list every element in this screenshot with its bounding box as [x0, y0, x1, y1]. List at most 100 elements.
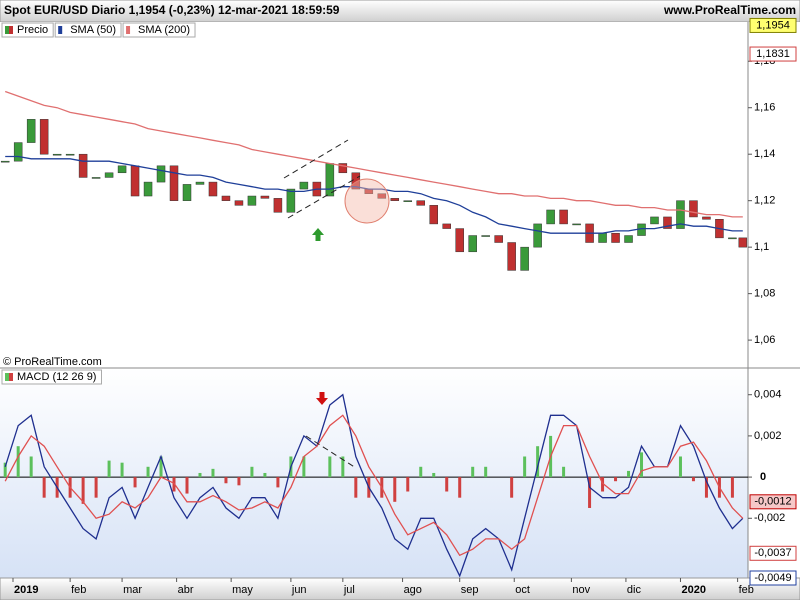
- histogram-bar: [159, 456, 163, 478]
- candle: [702, 216, 711, 220]
- x-tick-label: may: [232, 584, 253, 596]
- legend-label: SMA (50): [70, 24, 116, 36]
- candle: [325, 163, 335, 197]
- y-tick-label: -0,002: [754, 512, 785, 524]
- candle: [572, 223, 581, 226]
- price-pane: [0, 22, 748, 368]
- histogram-bar: [133, 477, 137, 488]
- candle: [520, 246, 529, 271]
- histogram-bar: [107, 460, 111, 478]
- legend-swatch: [5, 373, 9, 381]
- legend-entry: Precio: [1, 22, 54, 38]
- x-tick-label: abr: [178, 584, 194, 596]
- histogram-bar: [29, 456, 33, 478]
- histogram-bar: [94, 477, 98, 498]
- candle: [117, 165, 127, 174]
- value-box: [749, 17, 797, 33]
- trend-line: [287, 175, 361, 219]
- histogram-bar: [406, 477, 410, 492]
- candle: [169, 165, 179, 201]
- sell-arrow: [316, 392, 328, 405]
- x-tick-label: feb: [739, 584, 754, 596]
- legend-entry: MACD (12 26 9): [1, 369, 102, 385]
- candle: [104, 172, 114, 178]
- histogram-bar: [445, 477, 449, 492]
- x-tick-label: oct: [515, 584, 530, 596]
- legend-swatch: [9, 373, 13, 381]
- candle: [416, 200, 425, 206]
- legend-entry: SMA (50): [54, 22, 122, 38]
- candle: [481, 235, 490, 237]
- candle: [738, 237, 748, 248]
- candle: [52, 153, 62, 156]
- y-tick-label: 1,16: [754, 102, 775, 114]
- value-box-label: 1,1831: [756, 48, 790, 60]
- y-tick-label: 1,06: [754, 334, 775, 346]
- value-box: [749, 570, 797, 586]
- legend-label: SMA (200): [138, 24, 190, 36]
- sma-line: [5, 155, 743, 234]
- trend-line: [283, 139, 349, 179]
- histogram-bar: [302, 456, 306, 478]
- window-title: Spot EUR/USD Diario 1,1954 (-0,23%) 12-m…: [4, 3, 340, 17]
- candle: [221, 195, 231, 201]
- candle: [650, 216, 659, 225]
- candle: [559, 209, 568, 225]
- histogram-bar: [224, 477, 228, 484]
- value-box-label: 1,1954: [756, 19, 790, 31]
- histogram-bar: [120, 462, 124, 478]
- value-box-label: -0,0012: [754, 496, 791, 508]
- histogram-bar: [211, 468, 215, 478]
- histogram-bar: [16, 446, 20, 478]
- histogram-bar: [263, 472, 267, 478]
- x-tick-label: dic: [627, 584, 642, 596]
- histogram-bar: [419, 466, 423, 478]
- candle: [130, 165, 140, 197]
- x-tick-label: jun: [291, 584, 307, 596]
- site: www.ProRealTime.com: [663, 3, 796, 17]
- candle: [208, 181, 218, 197]
- candle: [286, 188, 296, 213]
- y-tick-label: 0: [760, 471, 766, 483]
- legend-box: [1, 22, 54, 38]
- histogram-bar: [678, 456, 682, 478]
- histogram-bar: [42, 477, 46, 498]
- candle: [0, 160, 10, 163]
- copyright: © ProRealTime.com: [3, 356, 102, 368]
- candle: [234, 200, 244, 206]
- candle: [663, 216, 672, 229]
- histogram-bar: [640, 452, 644, 478]
- histogram-bar: [510, 477, 514, 498]
- candle: [624, 235, 633, 243]
- candle: [182, 184, 192, 201]
- value-box: [749, 545, 797, 561]
- buy-arrow: [312, 228, 324, 241]
- histogram-bar: [588, 477, 592, 508]
- value-box-label: -0,0037: [754, 547, 791, 559]
- candle: [39, 119, 49, 155]
- y-tick-label: 1,12: [754, 195, 775, 207]
- candle: [260, 195, 270, 199]
- legend-label: MACD (12 26 9): [17, 371, 96, 383]
- histogram-bar: [237, 477, 241, 486]
- candle: [598, 232, 607, 243]
- candle: [299, 181, 309, 190]
- histogram-bar: [484, 466, 488, 478]
- value-axis-area: [748, 22, 800, 578]
- histogram-bar: [81, 477, 85, 504]
- macd-line: [4, 393, 744, 578]
- value-box: [749, 494, 797, 510]
- candle: [676, 200, 685, 229]
- value-box: [749, 46, 797, 62]
- x-tick-label: 2020: [681, 584, 705, 596]
- histogram-bar: [704, 477, 708, 498]
- histogram-bar: [614, 477, 618, 482]
- candle: [65, 153, 75, 156]
- candle: [377, 193, 387, 199]
- candle: [611, 232, 620, 243]
- histogram-bar: [562, 466, 566, 478]
- candle: [273, 198, 283, 213]
- histogram-bar: [250, 466, 254, 478]
- candle: [533, 223, 542, 248]
- drawings: [283, 139, 361, 469]
